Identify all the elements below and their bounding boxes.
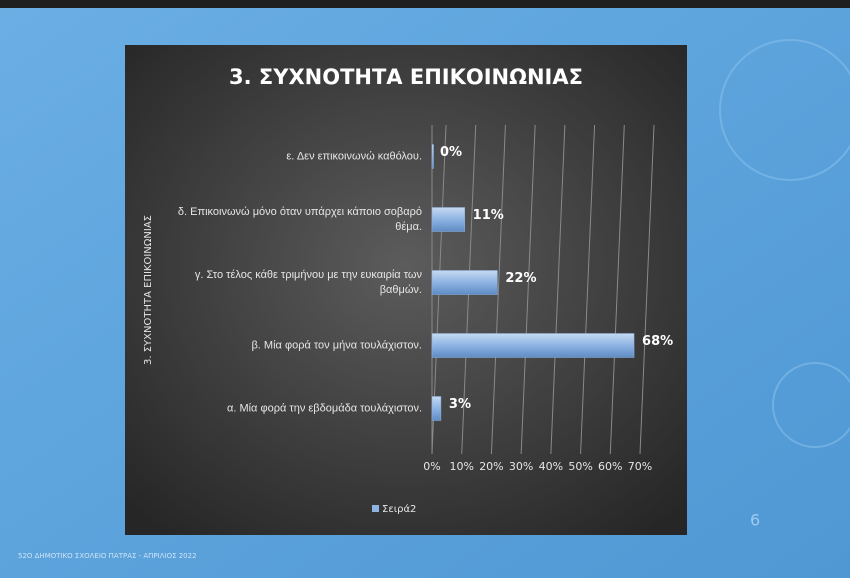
decor-circle (719, 39, 850, 181)
value-label: 3% (449, 397, 471, 412)
grid-line (550, 124, 566, 455)
legend-label: Σειρά2 (382, 503, 416, 515)
x-tick-label: 60% (598, 460, 622, 473)
grid-line (609, 124, 625, 455)
category-label: δ. Επικοινωνώ μόνο όταν υπάρχει κάποιο σ… (177, 205, 422, 233)
value-label: 0% (440, 145, 462, 160)
bar (431, 396, 442, 421)
category-label: γ. Στο τέλος κάθε τριμήνου με την ευκαιρ… (194, 268, 422, 296)
grid-line (639, 124, 655, 455)
footer: 52Ο ΔΗΜΟΤΙΚΟ ΣΧΟΛΕΙΟ ΠΑΤΡΑΣ - ΑΠΡΙΛΙΟΣ 2… (18, 552, 197, 560)
bar (431, 144, 434, 169)
decor-circle (772, 362, 850, 448)
value-label: 22% (505, 271, 536, 286)
x-tick-label: 0% (423, 460, 440, 473)
value-label: 68% (642, 334, 673, 349)
page-number: 6 (750, 511, 760, 530)
x-tick-label: 70% (628, 460, 652, 473)
category-label: β. Μία φορά τον μήνα τουλάχιστον. (251, 339, 422, 351)
grid-line (580, 124, 596, 455)
bar (431, 207, 465, 232)
x-tick-label: 50% (568, 460, 592, 473)
category-label: α. Μία φορά την εβδομάδα τουλάχιστον. (226, 402, 422, 414)
bar (431, 333, 635, 358)
x-tick-label: 10% (449, 460, 473, 473)
x-tick-label: 40% (539, 460, 563, 473)
category-label: ε. Δεν επικοινωνώ καθόλου. (286, 150, 422, 162)
bar (431, 270, 498, 295)
grid-line (520, 124, 536, 455)
chart-title: 3. ΣΥΧΝΟΤΗΤΑ ΕΠΙΚΟΙΝΩΝΙΑΣ (229, 65, 583, 89)
x-tick-label: 20% (479, 460, 503, 473)
grid-line (490, 124, 506, 455)
legend-swatch (372, 505, 379, 512)
chart-panel (125, 45, 687, 535)
y-axis-title: 3. ΣΥΧΝΟΤΗΤΑ ΕΠΙΚΟΙΝΩΝΙΑΣ (143, 215, 154, 365)
value-label: 11% (473, 208, 504, 223)
x-tick-label: 30% (509, 460, 533, 473)
top-bar (0, 0, 850, 8)
